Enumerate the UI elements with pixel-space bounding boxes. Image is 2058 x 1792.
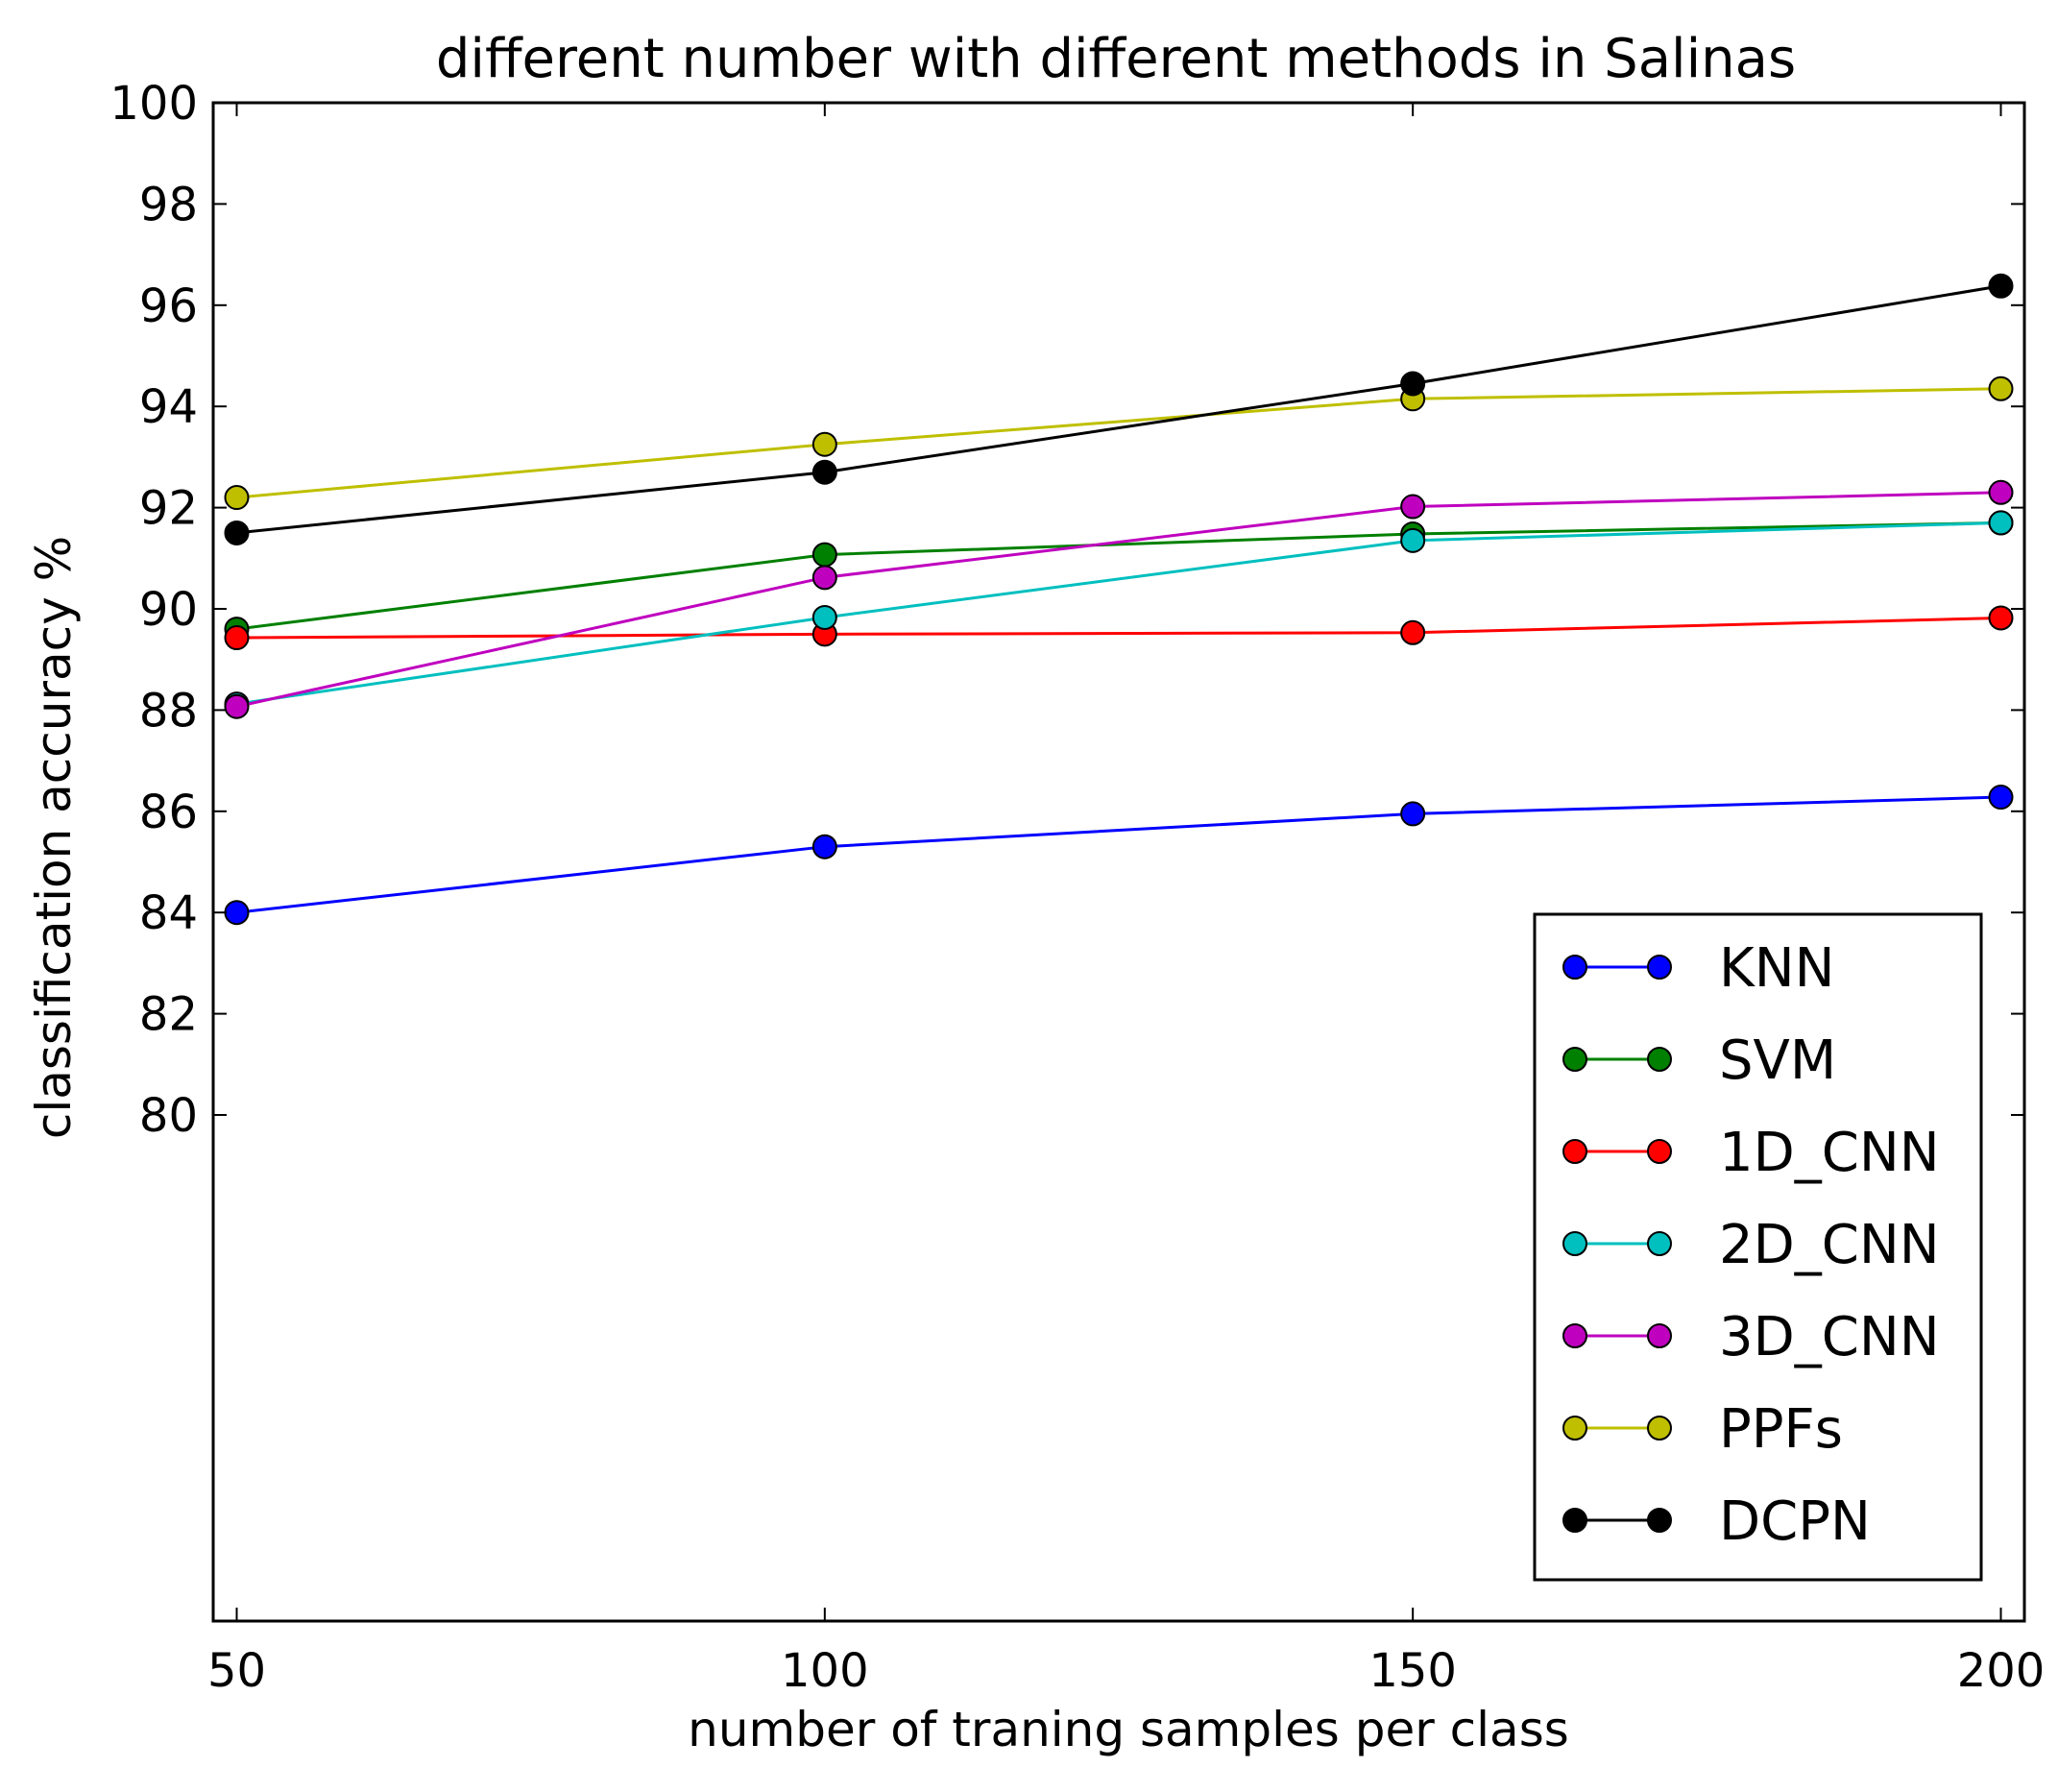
legend-marker-ppfs [1562, 1416, 1587, 1441]
x-tick-label: 50 [207, 1644, 266, 1698]
data-point-dcpn [224, 520, 250, 545]
data-point-svm [811, 542, 837, 568]
data-point-1d-cnn [1400, 619, 1426, 645]
legend-marker-3d-cnn [1562, 1323, 1587, 1348]
x-tick-label: 100 [781, 1644, 869, 1698]
legend-label-knn: KNN [1719, 937, 1835, 1000]
y-tick-label: 92 [139, 482, 198, 536]
legend-item-1d-cnn: 1D_CNN [1562, 1122, 1940, 1184]
series-line-3d-cnn [236, 491, 2001, 709]
series-line-1d-cnn [236, 616, 2001, 640]
series-1d-cnn [224, 605, 2014, 651]
legend-item-2d-cnn: 2D_CNN [1562, 1214, 1940, 1276]
series-line-knn [236, 795, 2001, 914]
series-line-ppfs [236, 387, 2001, 499]
series-line-svm [236, 521, 2001, 631]
legend: KNN SVM 1D_CNN 2D_CNN 3D_CNN PPFs DCPN [1533, 912, 1983, 1582]
legend-label-ppfs: PPFs [1719, 1398, 1843, 1461]
y-axis-label: classification accuracy % [26, 536, 82, 1139]
axis-ticks: 50 100 150 200 80 82 84 86 88 90 92 94 96 98 100 [109, 77, 2045, 1698]
data-point-dcpn [811, 459, 837, 485]
legend-marker-svm [1562, 1047, 1587, 1072]
y-tick-label: 86 [139, 786, 198, 839]
legend-item-ppfs: PPFs [1562, 1398, 1843, 1461]
data-point-3d-cnn [811, 565, 837, 591]
data-point-dcpn [1988, 273, 2014, 299]
legend-label-1d-cnn: 1D_CNN [1719, 1122, 1940, 1184]
series-dcpn [224, 273, 2014, 545]
series-ppfs [224, 375, 2014, 511]
data-point-knn [1988, 785, 2014, 811]
y-tick-label: 96 [139, 279, 198, 333]
data-point-2d-cnn [1988, 510, 2014, 536]
plot-area-frame [211, 101, 2026, 1623]
legend-item-knn: KNN [1562, 937, 1835, 1000]
y-tick-label: 84 [139, 886, 198, 940]
y-tick-label: 94 [139, 380, 198, 434]
y-tick-label: 90 [139, 583, 198, 637]
legend-marker-1d-cnn [1647, 1139, 1672, 1164]
data-point-ppfs [811, 431, 837, 457]
data-point-dcpn [1400, 371, 1426, 397]
legend-label-2d-cnn: 2D_CNN [1719, 1214, 1940, 1276]
data-point-2d-cnn [1400, 527, 1426, 553]
x-axis-label: number of traning samples per class [688, 1702, 1569, 1757]
y-tick-label: 100 [109, 77, 198, 131]
y-tick-label: 80 [139, 1089, 198, 1143]
legend-marker-ppfs [1647, 1416, 1672, 1441]
legend-label-dcpn: DCPN [1719, 1490, 1871, 1553]
data-point-ppfs [224, 485, 250, 511]
data-point-knn [1400, 801, 1426, 827]
y-tick-label: 88 [139, 684, 198, 738]
x-tick-label: 200 [1957, 1644, 2046, 1698]
legend-marker-dcpn [1562, 1508, 1587, 1533]
series-3d-cnn [224, 479, 2014, 719]
chart-title: different number with different methods … [436, 28, 1796, 90]
data-point-1d-cnn [1988, 605, 2014, 631]
legend-item-3d-cnn: 3D_CNN [1562, 1306, 1940, 1368]
legend-marker-svm [1647, 1047, 1672, 1072]
series-layer [224, 273, 2014, 926]
legend-box [1533, 912, 1983, 1582]
legend-item-svm: SVM [1562, 1029, 1836, 1092]
series-line-dcpn [236, 284, 2001, 535]
data-point-1d-cnn [224, 625, 250, 651]
legend-marker-2d-cnn [1647, 1231, 1672, 1256]
data-point-knn [811, 834, 837, 860]
series-knn [224, 785, 2014, 926]
legend-marker-knn [1647, 955, 1672, 980]
data-point-3d-cnn [224, 693, 250, 719]
y-tick-label: 98 [139, 178, 198, 231]
series-line-2d-cnn [236, 521, 2001, 706]
y-tick-label: 82 [139, 988, 198, 1042]
data-point-3d-cnn [1988, 479, 2014, 505]
data-point-knn [224, 900, 250, 926]
data-point-2d-cnn [811, 604, 837, 630]
legend-label-3d-cnn: 3D_CNN [1719, 1306, 1940, 1368]
legend-marker-knn [1562, 955, 1587, 980]
x-tick-label: 150 [1368, 1644, 1457, 1698]
data-point-3d-cnn [1400, 494, 1426, 520]
data-point-ppfs [1988, 375, 2014, 401]
legend-marker-dcpn [1647, 1508, 1672, 1533]
legend-label-svm: SVM [1719, 1029, 1836, 1092]
legend-item-dcpn: DCPN [1562, 1490, 1871, 1553]
legend-marker-3d-cnn [1647, 1323, 1672, 1348]
legend-marker-1d-cnn [1562, 1139, 1587, 1164]
legend-marker-2d-cnn [1562, 1231, 1587, 1256]
